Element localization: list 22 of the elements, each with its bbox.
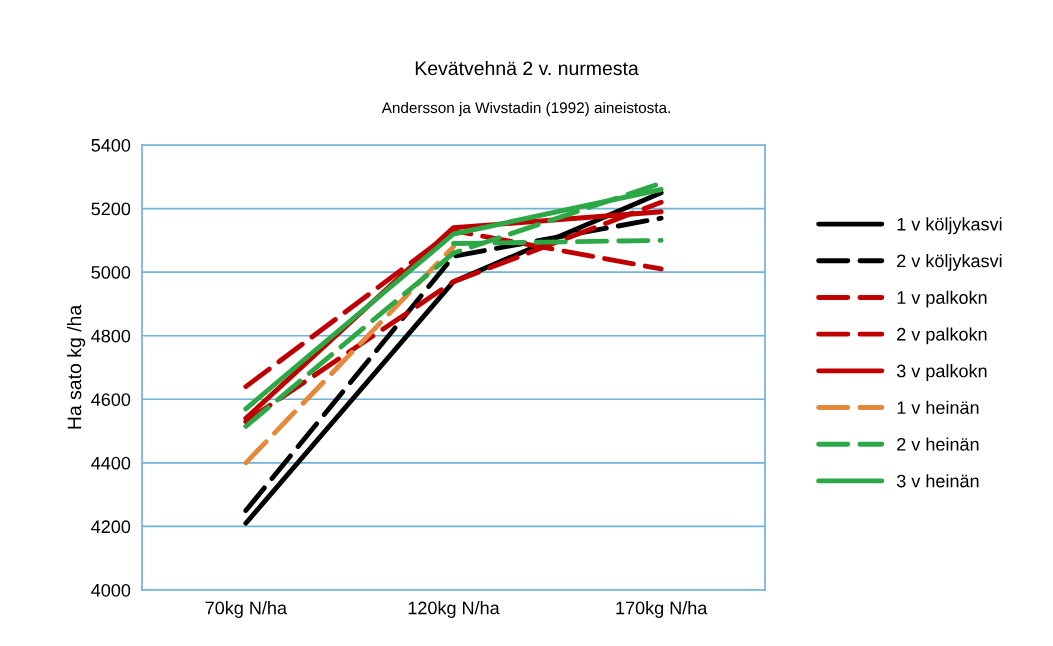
y-tick-label: 4400 <box>91 456 131 470</box>
y-tick-label: 4800 <box>91 329 131 343</box>
legend-label: 1 v heinän <box>897 400 979 415</box>
y-tick-label: 4600 <box>91 393 131 407</box>
legend-label: 1 v palkokn <box>897 290 987 308</box>
legend-label: 2 v palkokn <box>897 327 987 345</box>
chart-title: Kevätvehnä 2 v. nurmesta <box>415 60 639 76</box>
y-tick-label: 5400 <box>91 138 131 152</box>
legend-label: 3 v palkokn <box>896 364 987 381</box>
y-tick-label: 4000 <box>91 583 131 597</box>
x-tick-label: 70kg N/ha <box>205 601 287 618</box>
legend-label: 1 v köljykasvi <box>897 217 1002 235</box>
chart-subtitle: Andersson ja Wivstadin (1992) aineistosta. <box>381 101 670 117</box>
y-tick-label: 4200 <box>91 520 131 534</box>
y-tick-label: 5000 <box>91 266 131 279</box>
y-tick-label: 5200 <box>91 202 131 216</box>
legend-label: 2 v köljykasvi <box>897 254 1002 271</box>
x-tick-label: 120kg N/ha <box>408 601 500 618</box>
y-axis-title: Ha sato kg /ha <box>67 304 86 429</box>
legend-label: 2 v heinän <box>897 437 979 451</box>
x-tick-label: 170kg N/ha <box>616 601 708 618</box>
legend-label: 3 v heinän <box>896 474 979 488</box>
